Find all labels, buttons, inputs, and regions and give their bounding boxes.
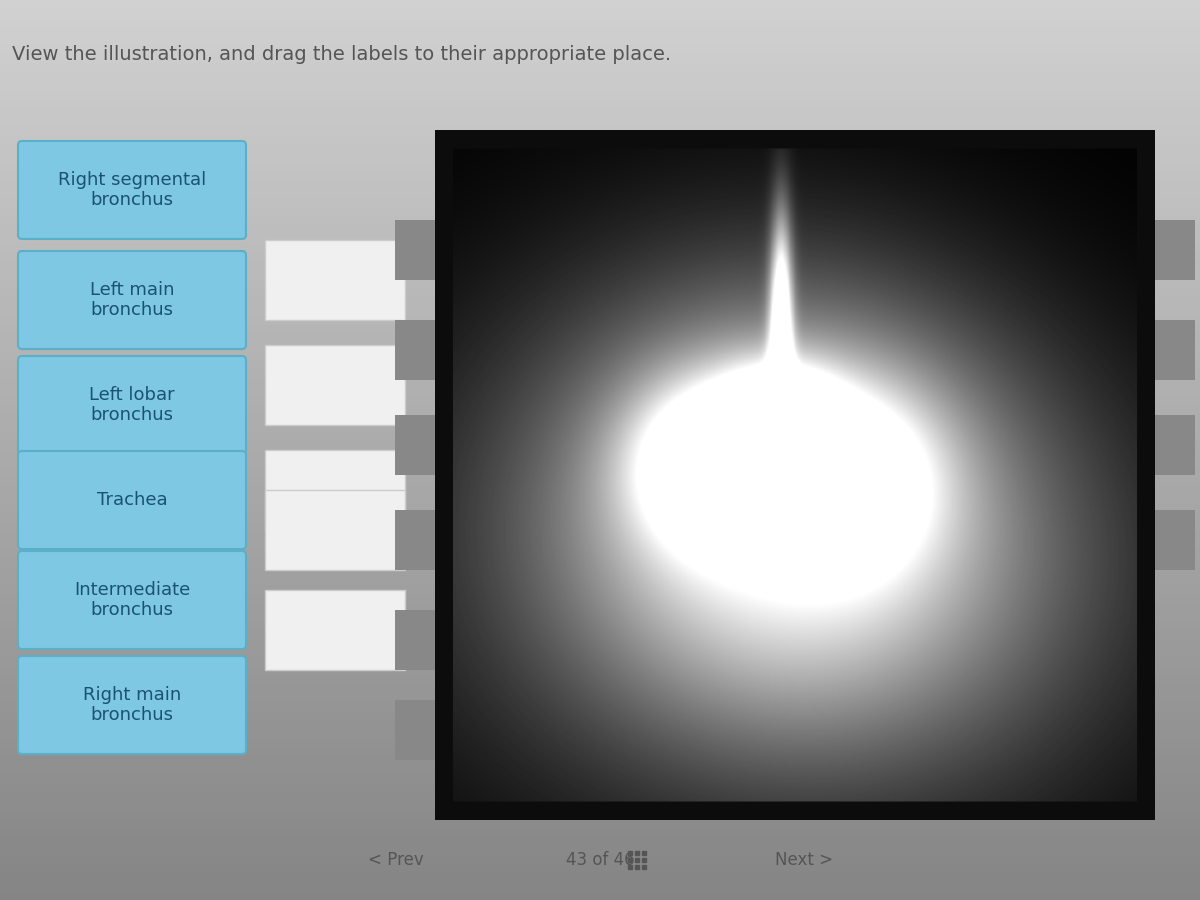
- FancyBboxPatch shape: [265, 345, 406, 425]
- FancyBboxPatch shape: [18, 356, 246, 454]
- Text: Right main
bronchus: Right main bronchus: [83, 686, 181, 724]
- FancyBboxPatch shape: [395, 610, 436, 670]
- FancyBboxPatch shape: [18, 451, 246, 549]
- Text: Left main
bronchus: Left main bronchus: [90, 281, 174, 320]
- FancyBboxPatch shape: [265, 490, 406, 570]
- Text: Left lobar
bronchus: Left lobar bronchus: [89, 385, 175, 425]
- FancyBboxPatch shape: [18, 656, 246, 754]
- FancyBboxPatch shape: [395, 700, 436, 760]
- FancyBboxPatch shape: [1154, 510, 1195, 570]
- FancyBboxPatch shape: [1154, 415, 1195, 475]
- FancyBboxPatch shape: [18, 251, 246, 349]
- FancyBboxPatch shape: [18, 551, 246, 649]
- FancyBboxPatch shape: [1154, 320, 1195, 380]
- FancyBboxPatch shape: [265, 240, 406, 320]
- Text: Trachea: Trachea: [97, 491, 167, 509]
- Text: View the illustration, and drag the labels to their appropriate place.: View the illustration, and drag the labe…: [12, 46, 671, 65]
- FancyBboxPatch shape: [395, 510, 436, 570]
- Text: Right segmental
bronchus: Right segmental bronchus: [58, 171, 206, 210]
- Text: Next >: Next >: [775, 851, 833, 869]
- FancyBboxPatch shape: [265, 450, 406, 530]
- FancyBboxPatch shape: [395, 220, 436, 280]
- FancyBboxPatch shape: [395, 415, 436, 475]
- Text: < Prev: < Prev: [368, 851, 424, 869]
- Text: Intermediate
bronchus: Intermediate bronchus: [74, 580, 190, 619]
- FancyBboxPatch shape: [18, 141, 246, 239]
- FancyBboxPatch shape: [265, 590, 406, 670]
- Text: 43 of 46: 43 of 46: [565, 851, 635, 869]
- FancyBboxPatch shape: [395, 320, 436, 380]
- FancyBboxPatch shape: [1154, 220, 1195, 280]
